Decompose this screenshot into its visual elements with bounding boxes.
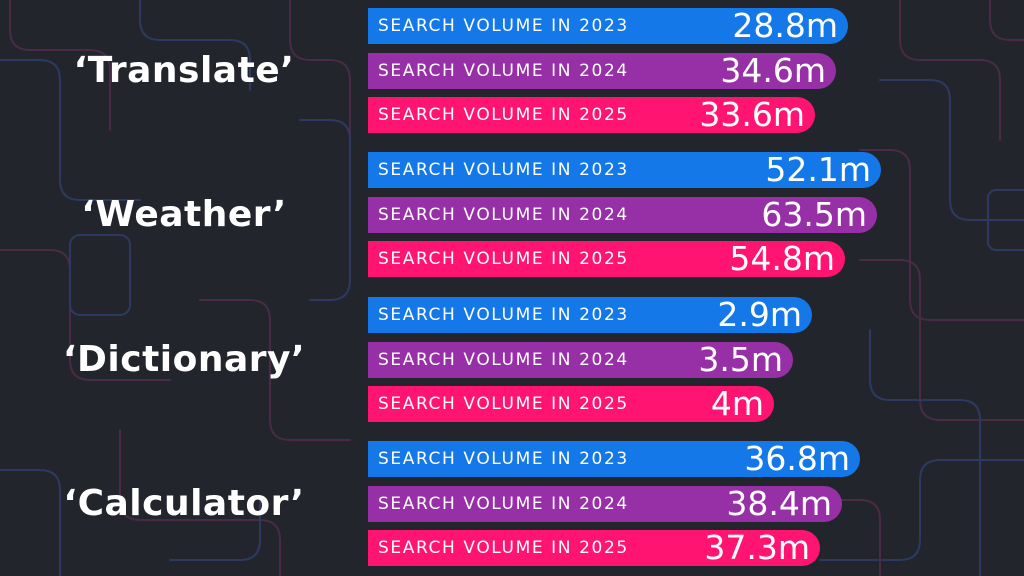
bar-label: SEARCH VOLUME IN 2023 bbox=[378, 449, 629, 469]
bar-label: SEARCH VOLUME IN 2025 bbox=[378, 538, 629, 558]
bar-label: SEARCH VOLUME IN 2023 bbox=[378, 305, 629, 325]
bar-2023: SEARCH VOLUME IN 2023 28.8m bbox=[368, 8, 848, 44]
bar-value-label: 2.9m bbox=[717, 295, 802, 334]
bar-2023: SEARCH VOLUME IN 2023 36.8m bbox=[368, 441, 860, 477]
bar-2024: SEARCH VOLUME IN 2024 38.4m bbox=[368, 483, 842, 523]
bar-2025: SEARCH VOLUME IN 2025 37.3m bbox=[368, 530, 820, 566]
bar-2025: SEARCH VOLUME IN 2025 33.6m bbox=[368, 97, 815, 133]
bar-label: SEARCH VOLUME IN 2023 bbox=[378, 16, 629, 36]
bar-2023: SEARCH VOLUME IN 2023 52.1m bbox=[368, 152, 881, 188]
bar-label: SEARCH VOLUME IN 2024 bbox=[378, 204, 629, 225]
bar-value-label: 63.5m bbox=[761, 194, 867, 234]
bar-label: SEARCH VOLUME IN 2025 bbox=[378, 249, 629, 269]
bar-label: SEARCH VOLUME IN 2024 bbox=[378, 60, 629, 81]
bar-label: SEARCH VOLUME IN 2024 bbox=[378, 349, 629, 370]
bar-value-label: 3.5m bbox=[698, 339, 783, 379]
bar-2023: SEARCH VOLUME IN 2023 2.9m bbox=[368, 297, 812, 333]
bar-2024: SEARCH VOLUME IN 2024 63.5m bbox=[368, 194, 877, 234]
bar-label: SEARCH VOLUME IN 2025 bbox=[378, 105, 629, 125]
bar-value-label: 36.8m bbox=[744, 439, 850, 478]
bar-2024: SEARCH VOLUME IN 2024 3.5m bbox=[368, 339, 793, 379]
bar-2025: SEARCH VOLUME IN 2025 54.8m bbox=[368, 241, 845, 277]
bar-2024: SEARCH VOLUME IN 2024 34.6m bbox=[368, 50, 836, 90]
bar-2025: SEARCH VOLUME IN 2025 4m bbox=[368, 386, 774, 422]
term-label: ‘Weather’ bbox=[81, 193, 287, 235]
bar-value-label: 33.6m bbox=[699, 95, 805, 134]
bar-label: SEARCH VOLUME IN 2025 bbox=[378, 394, 629, 414]
bar-value-label: 28.8m bbox=[732, 6, 838, 45]
bar-value-label: 38.4m bbox=[726, 483, 832, 523]
bar-value-label: 4m bbox=[710, 384, 764, 423]
term-label: ‘Dictionary’ bbox=[62, 338, 306, 380]
bar-value-label: 54.8m bbox=[729, 239, 835, 278]
bar-label: SEARCH VOLUME IN 2024 bbox=[378, 493, 629, 514]
bar-value-label: 37.3m bbox=[704, 528, 810, 567]
bar-value-label: 34.6m bbox=[720, 50, 826, 90]
term-label: ‘Calculator’ bbox=[63, 482, 305, 524]
bar-value-label: 52.1m bbox=[765, 150, 871, 189]
term-label: ‘Translate’ bbox=[73, 49, 295, 91]
bar-label: SEARCH VOLUME IN 2023 bbox=[378, 160, 629, 180]
